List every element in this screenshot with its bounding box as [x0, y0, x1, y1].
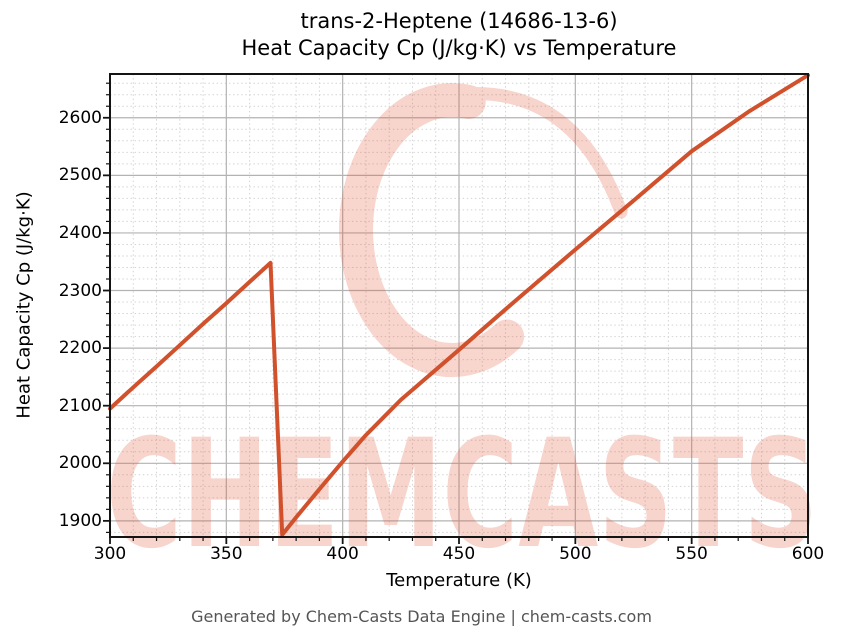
y-tick-label: 1900: [58, 510, 102, 531]
chart-title-line1: trans-2-Heptene (14686-13-6): [300, 9, 618, 33]
watermark: CHEMCASTS: [106, 83, 818, 582]
y-tick-label: 2400: [58, 222, 102, 243]
y-tick-label: 2000: [58, 453, 102, 474]
axis-minor-ticks: [106, 82, 786, 541]
x-tick-label: 350: [210, 544, 243, 564]
x-tick-label: 550: [675, 544, 708, 564]
y-tick-label: 2200: [58, 338, 102, 359]
y-tick-label: 2100: [58, 395, 102, 416]
x-tick-label: 300: [93, 544, 127, 564]
footer-attribution: Generated by Chem-Casts Data Engine | ch…: [191, 607, 652, 626]
axis-ticks: [103, 116, 809, 544]
y-axis-label: Heat Capacity Cp (J/kg·K): [13, 191, 35, 419]
cp-line: [108, 73, 810, 537]
x-tick-label: 500: [559, 544, 592, 564]
x-tick-label: 600: [791, 544, 825, 564]
y-tick-label: 2600: [58, 107, 102, 128]
x-tick-label: 400: [326, 544, 359, 564]
watermark-brush-circle-logo: [339, 83, 525, 377]
x-axis-label: Temperature (K): [386, 570, 532, 591]
y-tick-label: 2300: [58, 280, 102, 301]
chart-title: trans-2-Heptene (14686-13-6) Heat Capaci…: [110, 8, 808, 62]
chart-title-line2: Heat Capacity Cp (J/kg·K) vs Temperature: [241, 36, 677, 60]
x-tick-label: 450: [442, 544, 476, 564]
watermark-swoosh: [455, 87, 628, 219]
watermark-text: CHEMCASTS: [106, 408, 818, 582]
y-tick-label: 2500: [58, 165, 102, 186]
